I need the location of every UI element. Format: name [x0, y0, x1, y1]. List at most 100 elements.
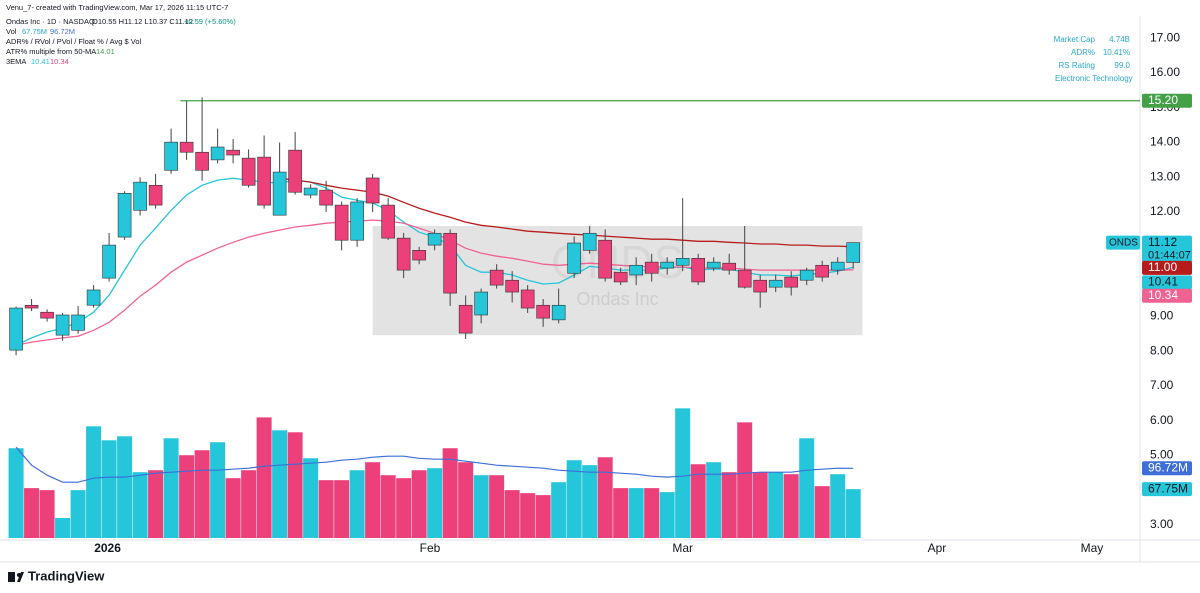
volume-bar: [752, 472, 768, 538]
candle-body: [846, 242, 861, 263]
ema-slow-value: 10.34: [50, 57, 69, 66]
atr-value: 14.01: [96, 47, 115, 56]
volume-bar: [830, 474, 846, 538]
candle-body: [706, 261, 721, 269]
candle-body: [644, 261, 659, 274]
candle-body: [443, 232, 457, 294]
plot-area: ONDS Ondas Inc: [8, 97, 1140, 538]
candle-body: [71, 314, 85, 331]
volume-bar: [287, 432, 303, 538]
candle-body: [613, 271, 628, 283]
candle-body: [133, 181, 147, 211]
volume-bar: [442, 448, 458, 538]
volume-bar: [365, 462, 381, 538]
volume-bar: [690, 464, 706, 538]
price-tag-box: [1142, 260, 1192, 275]
ema-fast-value: 10.41: [31, 57, 50, 66]
price-tag-box: [1142, 288, 1192, 303]
volume-bar: [24, 488, 40, 538]
price-tag-box: [1142, 461, 1192, 476]
volume-bar: [8, 448, 24, 538]
symbol: Ondas Inc · 1D · NASDAQ: [6, 17, 95, 26]
x-tick-label: Mar: [672, 541, 693, 555]
candle-body: [629, 264, 643, 276]
candle-body: [722, 262, 736, 271]
candle-body: [40, 311, 54, 319]
volume-bar: [117, 436, 133, 538]
info-value: 10.41%: [1103, 48, 1130, 57]
volume-bar: [520, 493, 536, 538]
volume-bar: [489, 475, 505, 538]
price-tag-label: 96.72M: [1148, 460, 1188, 474]
info-key: Market Cap: [1054, 35, 1096, 44]
volume-bar: [628, 488, 644, 538]
credit: Venu_7- created with TradingView.com, Ma…: [6, 3, 228, 12]
candle-body: [567, 242, 581, 274]
price-tag-box: [1142, 93, 1192, 108]
candle-body: [272, 171, 287, 216]
volume-bar: [210, 442, 226, 538]
volume-bar: [241, 470, 257, 538]
volume-bar: [458, 462, 474, 538]
candle-body: [536, 304, 550, 319]
volume-bar: [535, 495, 551, 538]
volume-bar: [70, 490, 86, 538]
y-tick-label: 3.00: [1150, 517, 1174, 531]
candle-body: [474, 291, 488, 316]
volume-bar: [768, 472, 784, 538]
volume-bar: [163, 438, 179, 538]
ema-label: 3EMA: [6, 57, 26, 66]
info-value: 4.74B: [1109, 35, 1130, 44]
info-key: ADR%: [1071, 48, 1095, 57]
volume-bar: [318, 480, 334, 538]
candle-body: [582, 232, 597, 251]
change: +0.59 (+5.60%): [184, 17, 236, 26]
y-tick-label: 8.00: [1150, 343, 1174, 357]
candle-body: [350, 201, 364, 241]
ticker-tag: ONDS: [1109, 237, 1138, 248]
candle-body: [815, 264, 830, 278]
candle-body: [784, 276, 798, 288]
price-tag: 10.34: [1142, 288, 1192, 303]
volume-bar: [427, 468, 443, 538]
candle-body: [148, 184, 163, 206]
x-tick-label: May: [1081, 541, 1104, 555]
volume-bar: [473, 475, 489, 538]
info-key: RS Rating: [1059, 61, 1095, 70]
y-tick-label: 7.00: [1150, 378, 1174, 392]
candle-body: [675, 258, 690, 266]
y-tick-label: 6.00: [1150, 413, 1174, 427]
candle-body: [24, 304, 39, 309]
volume-bar: [675, 408, 691, 538]
candle-body: [768, 279, 783, 288]
brand: TradingView: [28, 568, 105, 583]
volume-bar: [659, 492, 675, 538]
volume-bar: [551, 482, 567, 538]
price-tag-label: 10.34: [1148, 288, 1178, 302]
price-tag-label: 10.41: [1148, 275, 1178, 289]
candle-body: [303, 187, 318, 196]
vol-label: Vol: [6, 27, 17, 36]
candle-body: [691, 258, 705, 283]
volume-bar: [179, 455, 195, 538]
volume-bar: [225, 478, 241, 538]
volume-bar: [349, 470, 365, 538]
atr-label: ATR% multiple from 50-MA: [6, 47, 96, 56]
candle-body: [226, 149, 240, 156]
price-tag-label: 11.00: [1148, 260, 1177, 274]
candle-body: [102, 244, 116, 279]
candle-body: [117, 192, 132, 238]
price-tag: 10.41: [1142, 275, 1192, 290]
price-tag: 11.00: [1142, 260, 1192, 275]
volume-bar: [799, 438, 815, 538]
x-tick-label: Apr: [928, 541, 947, 555]
candle-body: [334, 204, 349, 241]
volume-bar: [132, 472, 148, 538]
candle-body: [551, 304, 566, 321]
candle-body: [458, 304, 473, 334]
countdown: 01:44:07: [1148, 250, 1191, 262]
x-tick-label: 2026: [94, 541, 121, 555]
ohlc: O10.55 H11.12 L10.37 C11.12: [92, 17, 193, 26]
price-tag: 96.72M: [1142, 460, 1192, 476]
candle-body: [427, 232, 442, 246]
